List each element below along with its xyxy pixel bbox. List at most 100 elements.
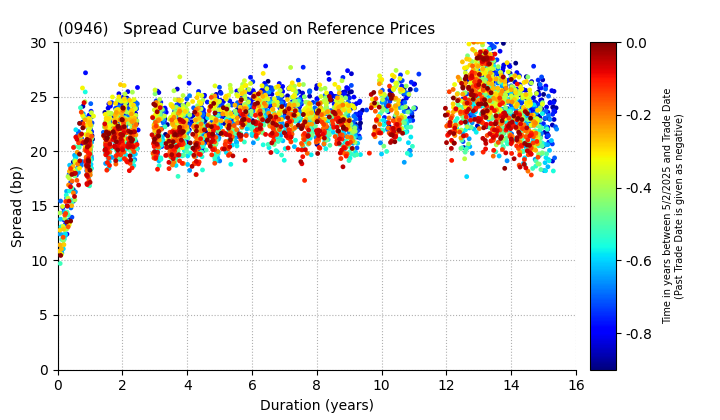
Point	[450, 105, 462, 112]
Point	[380, 101, 392, 108]
Point	[516, 104, 528, 111]
Point	[283, 105, 294, 112]
Point	[338, 116, 349, 123]
Point	[153, 134, 165, 141]
Point	[322, 108, 333, 115]
Point	[295, 116, 307, 123]
Point	[480, 114, 492, 121]
Point	[102, 129, 113, 136]
Point	[109, 142, 121, 148]
Point	[280, 132, 292, 139]
Point	[544, 116, 556, 123]
Point	[511, 111, 523, 118]
Point	[341, 84, 352, 91]
Point	[130, 105, 141, 112]
Point	[282, 144, 294, 151]
Point	[182, 101, 194, 108]
Point	[100, 118, 112, 125]
Point	[490, 103, 501, 110]
Point	[357, 107, 369, 114]
Point	[296, 147, 307, 153]
Point	[129, 105, 140, 112]
Point	[125, 142, 137, 149]
Point	[467, 100, 479, 107]
Point	[335, 116, 346, 123]
Point	[382, 108, 394, 115]
Point	[247, 108, 258, 115]
Point	[270, 114, 282, 121]
Point	[338, 128, 349, 135]
Point	[106, 144, 117, 151]
Point	[242, 87, 253, 93]
Point	[319, 85, 330, 92]
Point	[69, 144, 81, 150]
Point	[127, 127, 138, 134]
Point	[447, 100, 459, 107]
Point	[153, 162, 165, 169]
Point	[150, 118, 161, 124]
Point	[104, 128, 116, 134]
Point	[122, 144, 134, 151]
Point	[275, 123, 287, 130]
Point	[82, 149, 94, 156]
Point	[515, 121, 526, 128]
Point	[236, 123, 248, 130]
Point	[496, 77, 508, 84]
Point	[182, 116, 194, 122]
Point	[333, 98, 345, 105]
Point	[264, 121, 275, 128]
Point	[470, 105, 482, 112]
Point	[130, 121, 141, 128]
Point	[240, 114, 252, 121]
Point	[543, 139, 554, 146]
Point	[82, 173, 94, 180]
Point	[528, 102, 540, 108]
Point	[222, 121, 234, 127]
Point	[274, 128, 286, 134]
Point	[320, 97, 331, 104]
Point	[379, 114, 390, 121]
Point	[391, 120, 402, 127]
Point	[346, 102, 357, 109]
Point	[84, 126, 95, 133]
Point	[119, 116, 130, 123]
Point	[496, 79, 508, 85]
Point	[242, 116, 253, 123]
Point	[120, 102, 131, 109]
Point	[505, 125, 516, 132]
Point	[158, 108, 169, 114]
Point	[123, 136, 135, 143]
Point	[126, 118, 138, 125]
Point	[481, 81, 492, 87]
Point	[84, 126, 95, 133]
Point	[114, 121, 125, 128]
Point	[220, 131, 232, 138]
Point	[482, 108, 493, 114]
Point	[179, 138, 190, 145]
Point	[107, 133, 119, 140]
Point	[169, 152, 181, 159]
Point	[398, 91, 410, 97]
Point	[128, 121, 140, 128]
Point	[180, 116, 192, 123]
Point	[467, 92, 479, 99]
Point	[529, 139, 541, 145]
Point	[69, 173, 81, 179]
Point	[269, 121, 281, 128]
Point	[260, 102, 271, 109]
Point	[102, 136, 113, 142]
Point	[121, 94, 132, 101]
Point	[116, 137, 127, 144]
Point	[516, 118, 527, 125]
Point	[197, 106, 209, 113]
Point	[224, 137, 235, 144]
Point	[513, 112, 525, 118]
Point	[323, 95, 334, 102]
Point	[164, 148, 176, 155]
Point	[102, 120, 114, 127]
Point	[492, 104, 503, 110]
Point	[212, 136, 224, 143]
Point	[155, 104, 166, 111]
Point	[495, 93, 506, 100]
Point	[515, 108, 526, 115]
